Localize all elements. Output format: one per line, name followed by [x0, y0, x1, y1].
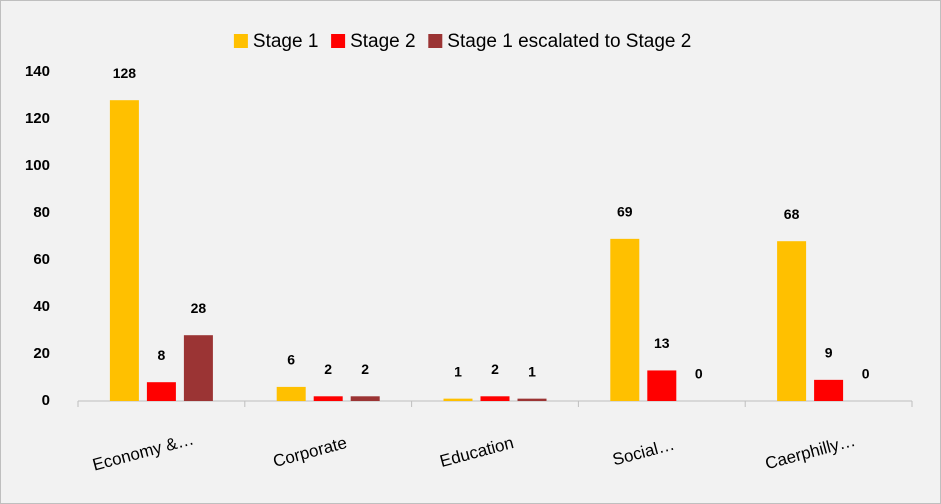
- data-label: 8: [158, 347, 166, 363]
- bar: [350, 396, 380, 401]
- bar: [647, 370, 677, 401]
- y-tick-label: 120: [25, 110, 50, 127]
- bar: [480, 396, 510, 401]
- legend-swatch: [428, 34, 443, 48]
- data-label: 13: [654, 335, 670, 351]
- legend-label: Stage 1: [253, 31, 319, 52]
- data-label: 1: [454, 363, 462, 379]
- y-tick-label: 60: [33, 251, 50, 268]
- data-label: 0: [862, 366, 870, 382]
- data-label: 69: [617, 204, 633, 220]
- data-label: 2: [361, 361, 369, 377]
- legend-label: Stage 2: [350, 31, 416, 52]
- y-tick-label: 0: [42, 392, 50, 409]
- bar: [610, 238, 640, 401]
- data-label: 1: [528, 363, 536, 379]
- bar: [443, 398, 473, 401]
- bar: [313, 396, 343, 401]
- legend-swatch: [331, 34, 346, 48]
- legend-swatch: [233, 34, 248, 48]
- data-label: 2: [491, 361, 499, 377]
- bar: [814, 379, 844, 401]
- legend-label: Stage 1 escalated to Stage 2: [447, 31, 691, 52]
- bar: [276, 386, 306, 401]
- y-tick-label: 100: [25, 157, 50, 174]
- data-label: 28: [191, 300, 207, 316]
- bar: [517, 398, 547, 401]
- data-label: 128: [113, 65, 137, 81]
- bar: [777, 241, 807, 401]
- y-tick-label: 140: [25, 63, 50, 80]
- data-label: 9: [825, 345, 833, 361]
- bar: [109, 100, 139, 401]
- data-label: 2: [324, 361, 332, 377]
- data-label: 6: [287, 352, 295, 368]
- data-label: 0: [695, 366, 703, 382]
- y-tick-label: 40: [33, 298, 50, 315]
- data-label: 68: [784, 206, 800, 222]
- bar: [146, 382, 176, 401]
- bar: [183, 335, 213, 401]
- y-tick-label: 80: [33, 204, 50, 221]
- y-tick-label: 20: [33, 345, 50, 362]
